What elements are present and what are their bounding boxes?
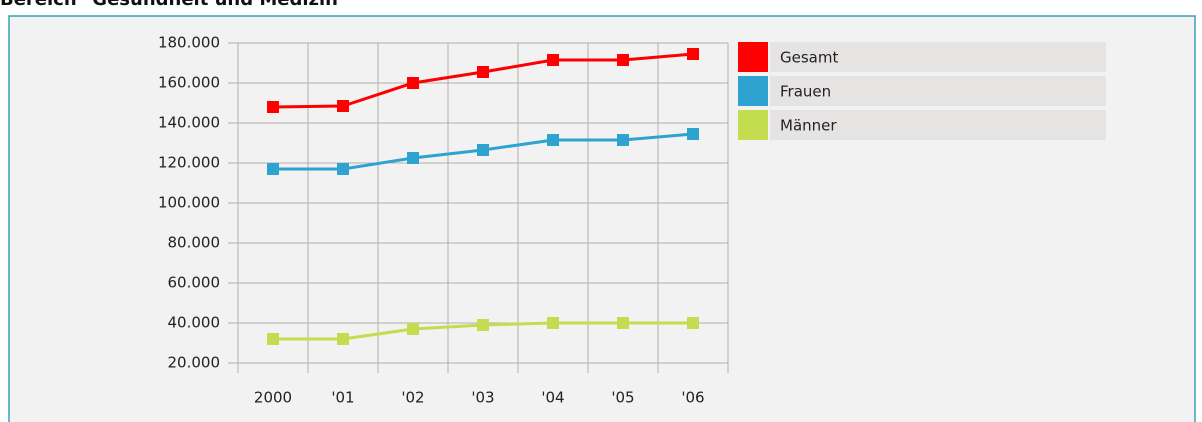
legend-label: Gesamt bbox=[780, 49, 838, 67]
legend-swatch bbox=[738, 42, 768, 72]
y-tick-label: 100.000 bbox=[158, 194, 220, 212]
x-tick-label: '01 bbox=[331, 389, 354, 407]
legend-row bbox=[770, 110, 1106, 140]
y-tick-label: 160.000 bbox=[158, 74, 220, 92]
point bbox=[547, 317, 559, 329]
y-tick-label: 60.000 bbox=[168, 274, 221, 292]
point bbox=[267, 163, 279, 175]
point bbox=[477, 144, 489, 156]
y-tick-label: 40.000 bbox=[168, 314, 221, 332]
x-tick-label: 2000 bbox=[254, 389, 292, 407]
point bbox=[337, 100, 349, 112]
y-tick-label: 20.000 bbox=[168, 354, 221, 372]
point bbox=[687, 317, 699, 329]
x-tick-label: '04 bbox=[541, 389, 564, 407]
legend-row bbox=[770, 76, 1106, 106]
point bbox=[407, 77, 419, 89]
point bbox=[267, 333, 279, 345]
legend-swatch bbox=[738, 76, 768, 106]
point bbox=[687, 128, 699, 140]
x-tick-label: '05 bbox=[611, 389, 634, 407]
point bbox=[547, 134, 559, 146]
y-tick-label: 80.000 bbox=[168, 234, 221, 252]
y-tick-label: 120.000 bbox=[158, 154, 220, 172]
legend-row bbox=[770, 42, 1106, 72]
point bbox=[407, 152, 419, 164]
point bbox=[617, 317, 629, 329]
point bbox=[477, 319, 489, 331]
y-tick-label: 140.000 bbox=[158, 114, 220, 132]
y-tick-label: 180.000 bbox=[158, 34, 220, 52]
legend-swatch bbox=[738, 110, 768, 140]
point bbox=[547, 54, 559, 66]
point bbox=[477, 66, 489, 78]
x-tick-label: '02 bbox=[401, 389, 424, 407]
legend-label: Frauen bbox=[780, 83, 831, 101]
point bbox=[687, 48, 699, 60]
point bbox=[407, 323, 419, 335]
point bbox=[267, 101, 279, 113]
point bbox=[617, 54, 629, 66]
point bbox=[337, 333, 349, 345]
chart-title: Bereich "Gesundheit und Medizin" bbox=[0, 0, 347, 10]
point bbox=[617, 134, 629, 146]
point bbox=[337, 163, 349, 175]
legend-label: Männer bbox=[780, 117, 837, 135]
x-tick-label: '03 bbox=[471, 389, 494, 407]
x-tick-label: '06 bbox=[681, 389, 704, 407]
